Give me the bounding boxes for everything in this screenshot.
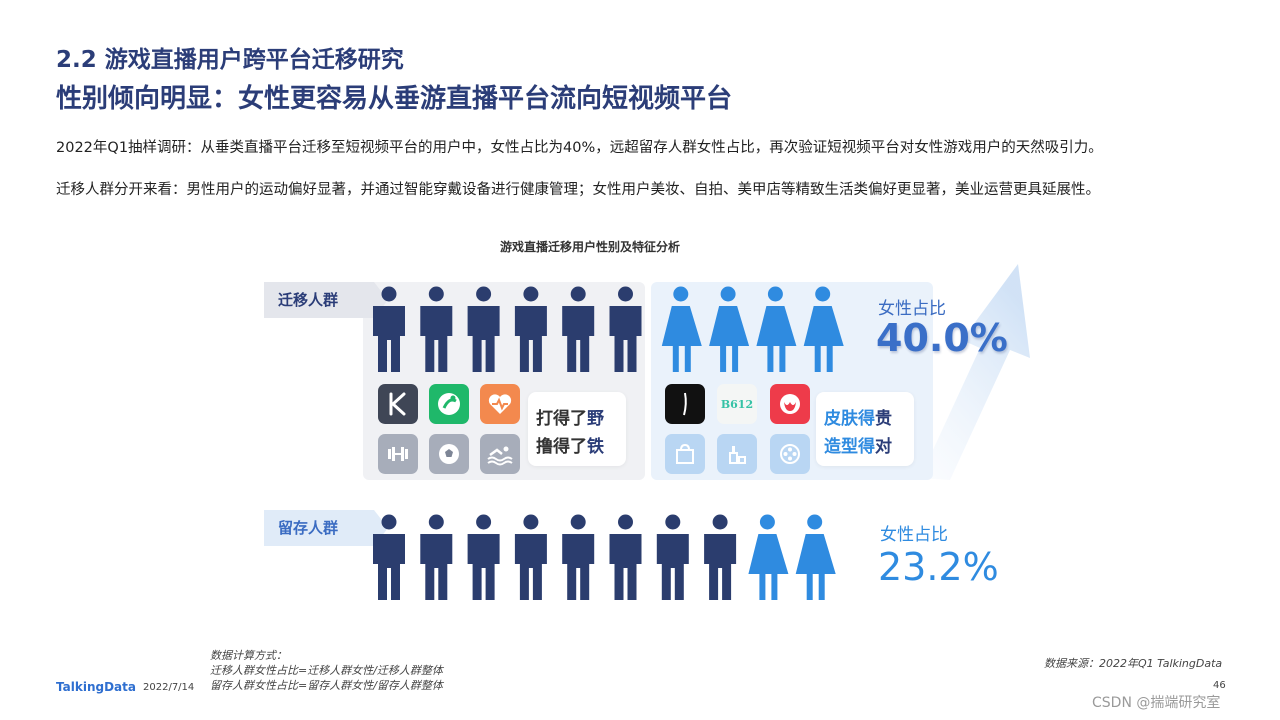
page-number: 46 (1213, 680, 1226, 691)
dumbbell-icon (378, 434, 418, 474)
growth-arrow-icon (920, 264, 1030, 480)
male-person-icon (420, 286, 453, 372)
male-person-icon (420, 514, 453, 600)
male-person-icon (562, 286, 595, 372)
calculation-note-line-1: 迁移人群女性占比=迁移人群女性/迁移人群整体 (210, 664, 443, 677)
female-person-icon (803, 286, 844, 372)
football-icon (429, 434, 469, 474)
male-person-icon (373, 286, 405, 372)
migrated-female-share-value: 40.0% (876, 316, 1008, 360)
male-person-icon (656, 514, 689, 600)
female-slogan-line-2-text: 造型得 (824, 437, 875, 457)
male-slogan-line-2-text: 撸得了 (536, 437, 587, 457)
female-person-icon (748, 514, 789, 600)
male-person-icon (562, 514, 595, 600)
data-source: 数据来源：2022年Q1 TalkingData (1044, 657, 1223, 670)
dewu-app-icon (665, 384, 705, 424)
talkingdata-logo: TalkingData (56, 680, 136, 694)
chart-title: 游戏直播迁移用户性别及特征分析 (499, 240, 680, 254)
b612-app-icon: B612 (717, 384, 757, 424)
female-slogan-line-1: 皮肤得贵 (824, 404, 892, 429)
exercise-app-icon (429, 384, 469, 424)
male-person-icon (514, 286, 547, 372)
female-person-icon (756, 286, 797, 372)
page-headline: 性别倾向明显：女性更容易从垂游直播平台流向短视频平台 (56, 84, 733, 114)
b612-app-label: B612 (720, 397, 754, 411)
female-person-icon (709, 286, 750, 372)
male-slogan-line-2: 撸得了铁 (536, 432, 604, 457)
male-person-icon (609, 514, 642, 600)
male-person-icon (704, 514, 737, 600)
swimming-icon (480, 434, 520, 474)
migrated-female-share-label: 女性占比 (878, 299, 946, 319)
male-slogan-line-2-emphasis: 铁 (587, 437, 604, 457)
calculation-note-line-2: 留存人群女性占比=留存人群女性/留存人群整体 (210, 679, 443, 692)
health-app-icon (480, 384, 520, 424)
female-slogan-line-2-emphasis: 对 (875, 437, 892, 457)
female-slogan-line-2: 造型得对 (824, 432, 892, 457)
male-slogan-line-1-emphasis: 野 (587, 409, 604, 429)
intro-paragraph-2: 迁移人群分开来看：男性用户的运动偏好显著，并通过智能穿戴设备进行健康管理；女性用… (56, 182, 1100, 198)
calculation-note: 数据计算方式： 迁移人群女性占比=迁移人群女性/迁移人群整体 留存人群女性占比=… (210, 648, 443, 693)
male-slogan-line-1-text: 打得了 (536, 409, 587, 429)
female-person-icon (795, 514, 836, 600)
female-person-icon (661, 286, 702, 372)
female-slogan-box (816, 392, 914, 466)
calculation-note-title: 数据计算方式： (210, 649, 287, 662)
meitu-app-icon (770, 384, 810, 424)
female-slogan-line-1-text: 皮肤得 (824, 409, 875, 429)
retained-group-tag: 留存人群 (264, 510, 374, 546)
shopping-bag-icon (665, 434, 705, 474)
male-person-icon (514, 514, 547, 600)
report-date: 2022/7/14 (143, 682, 195, 693)
male-person-icon (609, 286, 642, 372)
male-slogan-box (528, 392, 626, 466)
male-person-icon (467, 514, 500, 600)
male-person-icon (467, 286, 500, 372)
csdn-watermark: CSDN @揣端研究室 (1092, 695, 1221, 711)
keep-app-icon (378, 384, 418, 424)
female-slogan-line-1-emphasis: 贵 (875, 409, 892, 429)
male-person-icon (373, 514, 405, 600)
intro-paragraph-1: 2022年Q1抽样调研：从垂类直播平台迁移至短视频平台的用户中，女性占比为40%… (56, 140, 1103, 156)
male-slogan-line-1: 打得了野 (536, 404, 604, 429)
retained-female-share-label: 女性占比 (880, 525, 948, 545)
cosmetics-icon (717, 434, 757, 474)
film-reel-icon (770, 434, 810, 474)
retained-female-share-value: 23.2% (878, 545, 999, 589)
section-title: 2.2 游戏直播用户跨平台迁移研究 (56, 47, 404, 73)
migrated-group-tag: 迁移人群 (264, 282, 374, 318)
